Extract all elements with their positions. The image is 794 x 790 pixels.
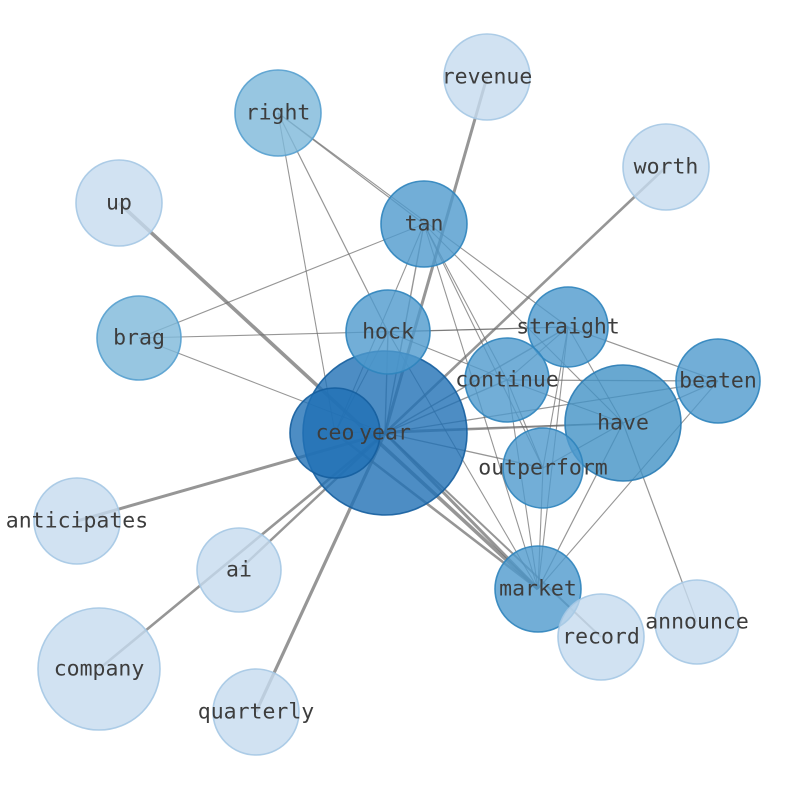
graph-node-have [564, 364, 682, 482]
node-label-year: year [359, 421, 411, 446]
graph-node-up [75, 159, 163, 247]
node-label-record: record [562, 625, 640, 650]
node-label-ai: ai [226, 558, 252, 583]
node-label-market: market [499, 577, 577, 602]
graph-node-revenue [443, 33, 531, 121]
node-label-company: company [54, 657, 145, 682]
graph-node-announce [654, 579, 740, 665]
node-label-brag: brag [113, 326, 165, 351]
graph-node-tan [380, 180, 468, 268]
graph-node-beaten [675, 338, 761, 424]
node-label-worth: worth [634, 155, 699, 180]
nodes-layer [33, 33, 761, 756]
graph-edge-tan-brag [138, 223, 425, 339]
graph-edge-market-beaten [537, 380, 719, 590]
node-label-outperform: outperform [478, 456, 607, 481]
node-label-have: have [597, 411, 649, 436]
node-label-ceo: ceo [316, 421, 355, 446]
graph-node-quarterly [212, 668, 300, 756]
node-label-anticipates: anticipates [6, 509, 148, 534]
graph-node-anticipates [33, 477, 121, 565]
node-label-right: right [246, 101, 311, 126]
graph-node-market [494, 545, 582, 633]
graph-node-continue [464, 337, 550, 423]
node-label-revenue: revenue [442, 65, 533, 90]
graph-node-brag [96, 295, 182, 381]
node-label-quarterly: quarterly [198, 700, 315, 725]
graph-node-outperform [502, 427, 584, 509]
graph-node-straight [527, 286, 609, 368]
graph-node-ai [196, 527, 282, 613]
node-label-straight: straight [516, 315, 620, 340]
node-label-hock: hock [362, 320, 414, 345]
node-label-beaten: beaten [679, 369, 757, 394]
graph-node-ceo [289, 387, 381, 479]
graph-node-hock [345, 289, 431, 375]
graph-node-worth [622, 123, 710, 211]
node-label-continue: continue [455, 368, 559, 393]
graph-node-record [557, 593, 645, 681]
node-label-announce: announce [645, 610, 749, 635]
graph-node-right [234, 69, 322, 157]
graph-node-company [37, 607, 161, 731]
node-label-tan: tan [405, 212, 444, 237]
node-label-up: up [106, 191, 132, 216]
